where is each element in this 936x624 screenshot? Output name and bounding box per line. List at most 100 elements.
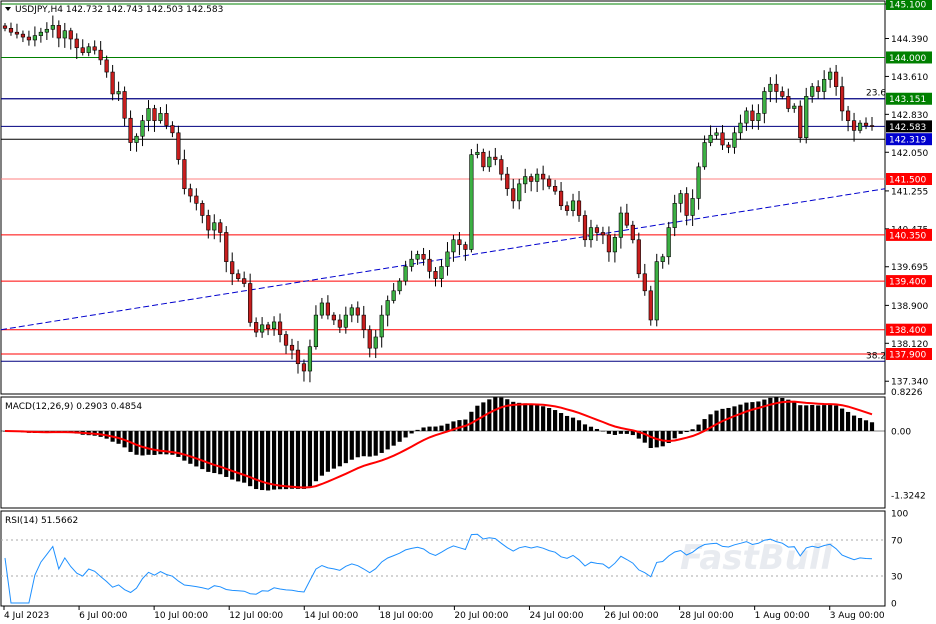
price-tag <box>886 173 932 185</box>
macd-bar <box>182 431 187 461</box>
candle-body <box>265 324 271 330</box>
candle-body <box>248 283 253 323</box>
candle-body <box>38 31 43 36</box>
dropdown-arrow-icon[interactable] <box>5 7 11 11</box>
candle-body <box>116 91 121 95</box>
macd-bar <box>594 428 600 431</box>
time-tick-label: 4 Jul 2023 <box>4 611 49 621</box>
candle-body <box>672 203 677 228</box>
macd-histogram <box>1 397 885 491</box>
macd-bar <box>379 431 384 453</box>
rsi-axis: 100 70 30 0 <box>891 510 908 610</box>
macd-bar <box>523 403 528 431</box>
macd-bar <box>845 411 851 431</box>
candle-body <box>523 176 528 185</box>
price-tag-label: 144.000 <box>889 54 926 64</box>
candle-body <box>618 212 623 238</box>
price-tag-label: 145.100 <box>889 1 926 11</box>
macd-bar <box>134 431 139 455</box>
candle-body <box>547 178 552 187</box>
fib-label: 23.6 <box>866 89 886 99</box>
candle-body <box>146 108 151 121</box>
candle-body <box>588 227 594 241</box>
candle-body <box>289 344 295 351</box>
candle-body <box>445 251 450 267</box>
candle-body <box>307 346 313 372</box>
candle-body <box>451 239 456 253</box>
candle-body <box>845 110 851 121</box>
macd-bar <box>325 431 330 472</box>
candle-body <box>194 195 199 204</box>
candle-body <box>254 322 259 333</box>
macd-bar <box>702 419 707 431</box>
price-tag <box>886 51 932 64</box>
macd-bar <box>816 405 821 431</box>
macd-bar <box>792 401 797 431</box>
candle-body <box>301 363 307 372</box>
candle-body <box>2 25 8 29</box>
low-value: 142.503 <box>146 5 183 15</box>
candle-body <box>834 71 839 87</box>
candle-body <box>654 261 659 321</box>
macd-bar <box>457 420 462 431</box>
macd-bar <box>415 429 420 431</box>
macd-bar <box>367 431 372 457</box>
macd-bar <box>582 424 588 431</box>
candle-body <box>283 334 289 346</box>
close-value: 142.583 <box>186 5 223 15</box>
price-tags: 145.100 144.000 143.151 142.583 142.319 141.5… <box>886 0 932 361</box>
candle-body <box>188 188 193 197</box>
macd-bar <box>630 431 635 436</box>
macd-bar <box>277 431 283 490</box>
price-tick-label: 141.255 <box>891 187 928 197</box>
macd-bar <box>708 414 713 431</box>
macd-tick-label: -1.3242 <box>891 491 926 501</box>
macd-bar <box>774 397 779 431</box>
open-value: 142.732 <box>66 5 103 15</box>
macd-bar <box>242 431 247 483</box>
candle-body <box>56 25 61 39</box>
price-tag <box>886 228 932 241</box>
candle-body <box>642 273 647 292</box>
price-tick-label: 139.695 <box>891 263 928 273</box>
high-value: 142.743 <box>106 5 143 15</box>
candle-body <box>427 258 432 272</box>
candle-body <box>80 47 85 53</box>
macd-bar <box>840 408 845 431</box>
price-tag <box>886 120 932 133</box>
candle-body <box>152 108 157 121</box>
macd-bar <box>475 405 480 431</box>
candle-body <box>594 227 600 233</box>
candle-body <box>361 314 366 330</box>
rsi-line <box>4 533 873 604</box>
trendline[interactable] <box>0 188 886 331</box>
candle-body <box>535 173 540 182</box>
candle-body <box>397 280 402 292</box>
candle-body <box>798 105 803 138</box>
macd-bar <box>684 431 689 433</box>
macd-bar <box>804 405 809 431</box>
macd-bar <box>451 421 456 431</box>
fibonacci-lines: 23.6 38.2 <box>1 89 886 362</box>
macd-bar <box>403 431 408 438</box>
macd-bar <box>218 431 223 475</box>
macd-bar <box>301 431 307 489</box>
candle-body <box>840 86 845 112</box>
macd-bar <box>564 415 570 431</box>
macd-bar <box>439 425 444 431</box>
macd-bar <box>529 404 534 431</box>
candle-body <box>732 132 737 148</box>
candle-body <box>475 151 480 155</box>
candle-body <box>684 193 689 216</box>
macd-bar <box>355 431 360 458</box>
macd-bar <box>397 431 402 442</box>
macd-bar <box>869 422 875 431</box>
macd-bar <box>265 431 271 491</box>
macd-bar <box>487 399 492 431</box>
candle-body <box>128 117 133 143</box>
candle-body <box>14 31 20 35</box>
macd-tick-label: 0.00 <box>891 428 911 438</box>
price-tick-label: 142.830 <box>891 111 928 121</box>
price-tick-label: 137.340 <box>891 378 928 388</box>
